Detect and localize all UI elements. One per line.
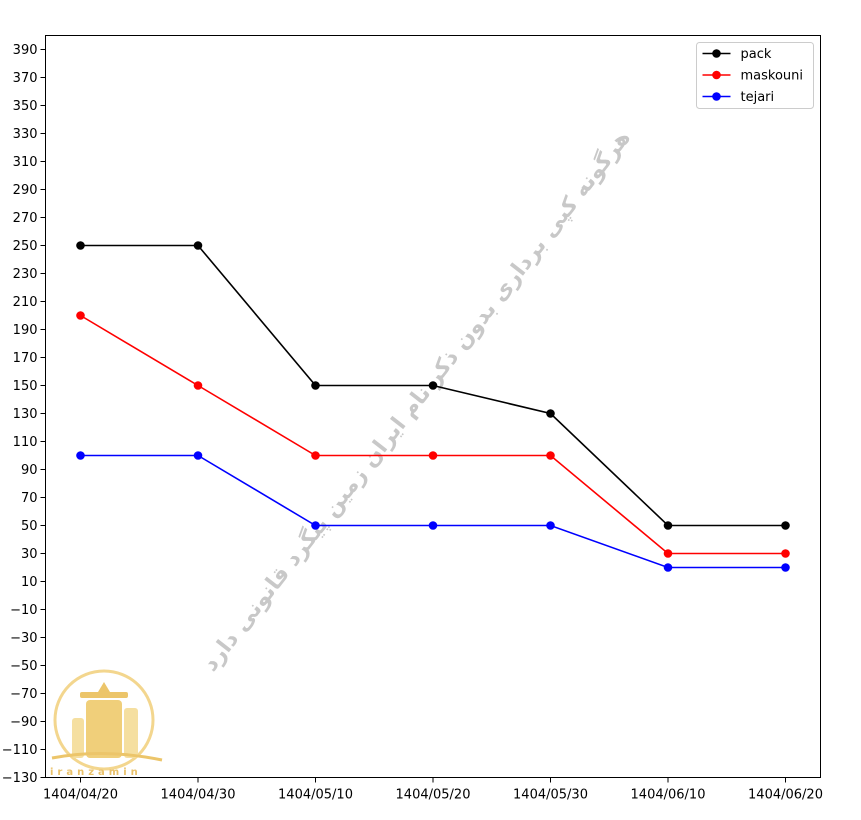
y-tick-label: 370 [13, 71, 38, 86]
data-point-maskouni [193, 381, 203, 390]
y-tick-label: 30 [21, 547, 38, 562]
data-point-maskouni [428, 451, 438, 460]
y-tick-label: 390 [13, 43, 38, 58]
data-point-maskouni [781, 549, 790, 558]
y-tick-label: 330 [13, 127, 38, 142]
y-tick-label: 250 [13, 239, 38, 254]
y-tick-label: −90 [10, 715, 37, 730]
y-tick-label: 130 [13, 407, 38, 422]
x-tick-label: 1404/04/30 [161, 788, 236, 803]
y-tick-label: 350 [13, 99, 38, 114]
data-point-pack [781, 521, 790, 530]
y-tick-label: 210 [13, 295, 38, 310]
y-tick-label: 50 [21, 519, 38, 534]
x-tick-label: 1404/06/20 [748, 788, 823, 803]
y-tick-label: −110 [2, 743, 38, 758]
y-tick-label: 90 [21, 463, 38, 478]
data-point-tejari [546, 521, 555, 530]
data-point-pack [311, 381, 320, 390]
data-point-pack [76, 241, 85, 250]
data-point-tejari [428, 521, 438, 530]
data-point-tejari [781, 563, 790, 572]
legend-marker-maskouni [712, 70, 721, 80]
y-tick-label: 70 [21, 491, 38, 506]
data-point-maskouni [311, 451, 320, 460]
legend-label-pack: pack [741, 47, 772, 62]
legend: pack maskouni tejari [696, 42, 814, 109]
data-point-maskouni [76, 311, 85, 320]
y-tick-label: 170 [13, 351, 38, 366]
y-tick-label: −30 [10, 631, 37, 646]
x-tick-label: 1404/05/30 [513, 788, 588, 803]
axes-frame [45, 35, 821, 778]
logo-text: iranzamin [50, 767, 142, 778]
y-tick-label: −10 [10, 603, 37, 618]
data-point-pack [546, 409, 555, 418]
data-point-pack [663, 521, 673, 530]
data-point-pack [193, 241, 203, 250]
data-point-tejari [76, 451, 85, 460]
y-tick-label: 290 [13, 183, 38, 198]
y-tick-label: 150 [13, 379, 38, 394]
x-tick-label: 1404/05/10 [278, 788, 353, 803]
data-point-maskouni [546, 451, 555, 460]
y-tick-label: −50 [10, 659, 37, 674]
legend-box [696, 42, 814, 109]
data-point-tejari [193, 451, 203, 460]
y-tick-label: 230 [13, 267, 38, 282]
data-point-tejari [311, 521, 320, 530]
building-logo-icon [51, 669, 163, 771]
legend-marker-pack [712, 49, 721, 58]
y-tick-label: 270 [13, 211, 38, 226]
data-point-pack [428, 381, 438, 390]
x-tick-label: 1404/04/20 [43, 788, 118, 803]
legend-marker-tejari [712, 92, 721, 101]
data-point-maskouni [663, 549, 673, 558]
y-tick-label: −70 [10, 687, 37, 702]
x-tick-label: 1404/06/10 [631, 788, 706, 803]
y-tick-label: 10 [21, 575, 38, 590]
y-tick-label: 110 [13, 435, 38, 450]
legend-label-tejari: tejari [741, 90, 775, 105]
x-tick-label: 1404/05/20 [396, 788, 471, 803]
logo: iranzamin [50, 669, 163, 778]
data-point-tejari [663, 563, 673, 572]
y-tick-label: 310 [13, 155, 38, 170]
legend-label-maskouni: maskouni [741, 69, 804, 84]
y-tick-label: −130 [2, 771, 38, 786]
plot-area: −130 −110 −90 −70 −50 −30 −10 10 30 50 70 90 110 130 1… [2, 43, 823, 803]
y-tick-label: 190 [13, 323, 38, 338]
